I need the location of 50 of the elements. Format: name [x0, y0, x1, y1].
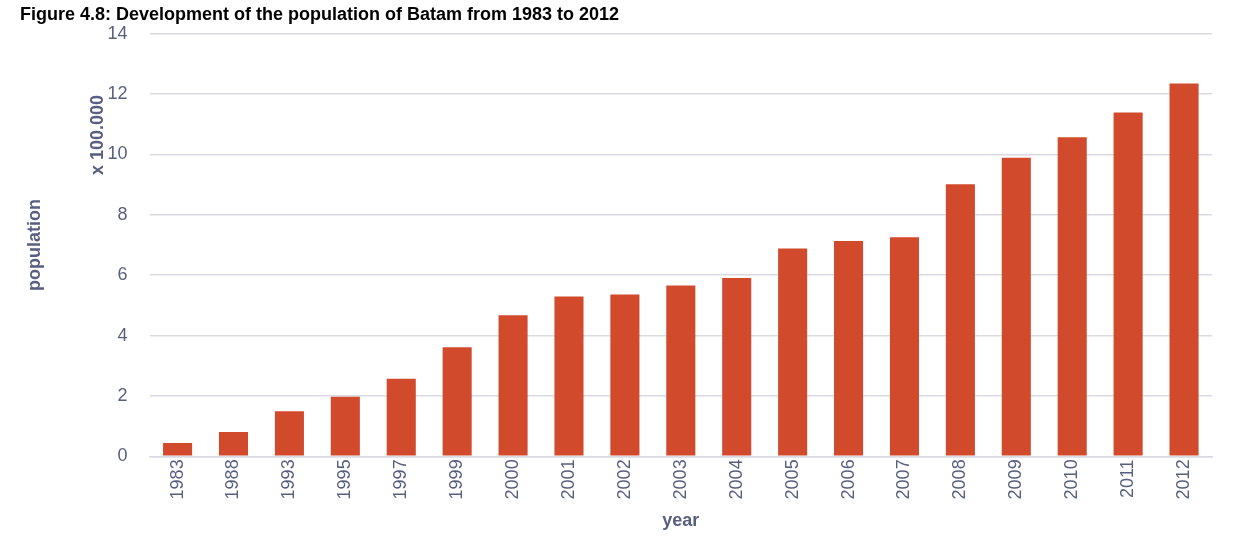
text: x 100.000 [86, 95, 107, 176]
bar [442, 347, 472, 456]
bar [386, 378, 416, 456]
x-tick-label: 1988 [222, 459, 243, 500]
y-tick-label: 10 [107, 143, 128, 164]
y-tick-label: 0 [117, 445, 128, 466]
y-tick-label: 4 [117, 324, 128, 345]
y-tick-label: 6 [117, 264, 128, 285]
bar [1001, 157, 1031, 456]
bar [554, 296, 584, 456]
bar [498, 315, 528, 456]
y-axis-title: population [23, 198, 44, 291]
x-tick-label: 2005 [781, 459, 802, 500]
bar [778, 248, 808, 456]
x-tick-label: 2002 [613, 459, 634, 500]
x-tick-label: 2011 [1117, 459, 1138, 499]
bar [330, 396, 360, 456]
x-tick-label: 2010 [1061, 459, 1082, 500]
bar [722, 277, 752, 456]
x-tick-label: 1993 [278, 459, 299, 500]
x-tick-label: 1997 [390, 459, 411, 500]
bar [666, 285, 696, 456]
x-tick-label: 2007 [893, 459, 914, 500]
bar [274, 411, 304, 456]
x-tick-label: 2003 [669, 459, 690, 500]
x-tick-label: 2006 [837, 459, 858, 500]
x-tick-label: 1983 [166, 459, 187, 500]
y-tick-label: 14 [107, 22, 128, 43]
x-tick-label: 1999 [446, 459, 467, 500]
bar [945, 184, 975, 456]
bar [834, 241, 864, 456]
y-tick-label: 12 [107, 82, 128, 103]
x-axis-title: year [662, 510, 700, 531]
bar [610, 294, 640, 456]
bar [163, 443, 193, 456]
x-tick-label: 2012 [1173, 459, 1194, 500]
bar [889, 237, 920, 456]
y-tick-label: 2 [117, 384, 128, 405]
x-tick-label: 2000 [502, 459, 523, 500]
x-tick-label: 2004 [725, 459, 746, 500]
y-tick-label: 8 [117, 203, 128, 224]
bar [218, 431, 249, 456]
bar [1113, 112, 1143, 456]
bar [1057, 137, 1087, 456]
x-tick-label: 2009 [1005, 459, 1026, 500]
chart-title: Figure 4.8: Development of the population of Batam from 1983 to 2012 [20, 3, 620, 24]
x-tick-label: 2001 [557, 459, 578, 500]
x-tick-label: 1995 [334, 459, 355, 500]
x-tick-label: 2008 [949, 459, 970, 500]
bar [1169, 83, 1199, 456]
